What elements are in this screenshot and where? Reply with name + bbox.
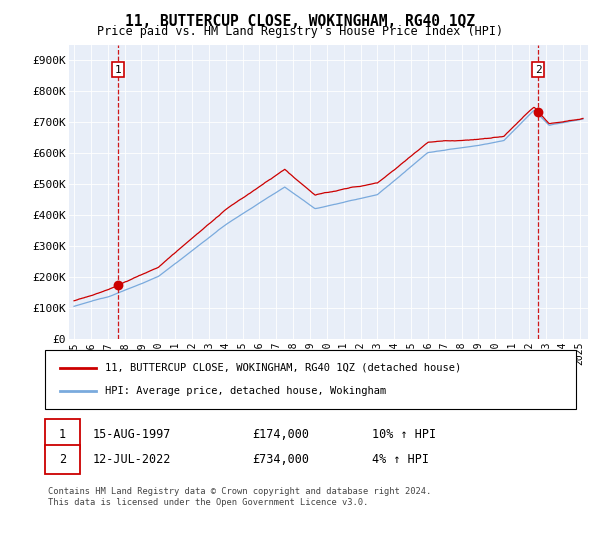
Text: 2: 2	[59, 452, 66, 466]
Text: HPI: Average price, detached house, Wokingham: HPI: Average price, detached house, Woki…	[105, 386, 386, 396]
Text: 11, BUTTERCUP CLOSE, WOKINGHAM, RG40 1QZ: 11, BUTTERCUP CLOSE, WOKINGHAM, RG40 1QZ	[125, 14, 475, 29]
Text: £174,000: £174,000	[252, 427, 309, 441]
Text: Price paid vs. HM Land Registry's House Price Index (HPI): Price paid vs. HM Land Registry's House …	[97, 25, 503, 38]
Text: 1: 1	[115, 64, 122, 74]
Text: 10% ↑ HPI: 10% ↑ HPI	[372, 427, 436, 441]
Text: 12-JUL-2022: 12-JUL-2022	[93, 452, 172, 466]
Text: 1: 1	[59, 427, 66, 441]
Text: 11, BUTTERCUP CLOSE, WOKINGHAM, RG40 1QZ (detached house): 11, BUTTERCUP CLOSE, WOKINGHAM, RG40 1QZ…	[105, 363, 461, 373]
Text: £734,000: £734,000	[252, 452, 309, 466]
Text: 15-AUG-1997: 15-AUG-1997	[93, 427, 172, 441]
Point	[113, 281, 123, 290]
Text: Contains HM Land Registry data © Crown copyright and database right 2024.
This d: Contains HM Land Registry data © Crown c…	[48, 487, 431, 507]
Text: 2: 2	[535, 64, 541, 74]
Text: 4% ↑ HPI: 4% ↑ HPI	[372, 452, 429, 466]
Point	[533, 107, 543, 116]
